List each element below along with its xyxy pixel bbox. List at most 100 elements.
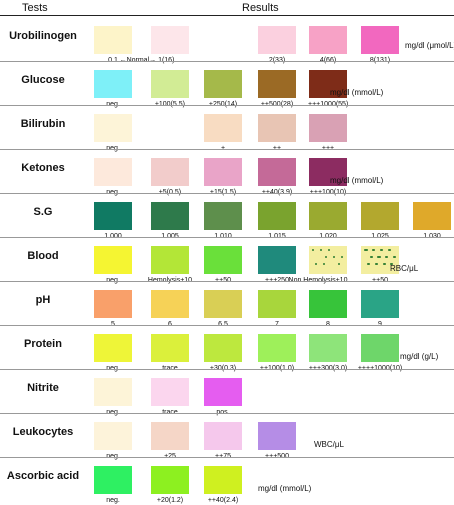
test-name: Leukocytes — [12, 426, 74, 438]
color-swatch — [94, 378, 132, 406]
hemolysis-dot — [328, 249, 330, 251]
row-separator — [0, 281, 454, 282]
result-label: +++ — [308, 144, 348, 153]
color-swatch — [309, 26, 347, 54]
row-separator — [0, 457, 454, 458]
row-separator — [0, 193, 454, 194]
test-name: S.G — [33, 206, 53, 218]
color-swatch — [204, 246, 242, 274]
color-swatch — [258, 290, 296, 318]
result-label: neg. — [93, 452, 133, 461]
color-swatch — [309, 246, 347, 274]
color-swatch — [204, 334, 242, 362]
color-swatch — [258, 26, 296, 54]
color-swatch — [94, 26, 132, 54]
color-swatch — [151, 378, 189, 406]
row-separator — [0, 105, 454, 106]
result-label: +++1000(55) — [308, 100, 348, 109]
test-name: Blood — [27, 250, 59, 262]
result-label: 2(33) — [257, 56, 297, 65]
color-swatch — [258, 158, 296, 186]
hemolysis-dot — [394, 256, 396, 258]
result-label: 8 — [308, 320, 348, 329]
result-label: +15(1.5) — [203, 188, 243, 197]
unit-label: WBC/μL — [314, 440, 344, 449]
result-label: +25 — [150, 452, 190, 461]
result-label: trace — [150, 408, 190, 417]
hemolysis-dot — [325, 256, 327, 258]
result-label: +20(1.2) — [156, 497, 184, 504]
color-swatch — [258, 334, 296, 362]
color-swatch — [309, 202, 347, 230]
color-swatch — [204, 70, 242, 98]
result-label: ++75 — [203, 452, 243, 461]
hemolysis-dot — [389, 249, 391, 251]
hemolysis-dot — [373, 249, 375, 251]
result-label: ++500(28) — [257, 100, 297, 109]
unit-label: mg/dl (g/L) — [400, 352, 439, 361]
result-label: 1.030 — [412, 232, 452, 241]
result-label: ←Normal→ 1(16) — [107, 56, 187, 65]
result-label: Non Hemolysis+10 — [283, 276, 353, 285]
result-label: neg. — [93, 144, 133, 153]
color-swatch — [361, 290, 399, 318]
color-swatch — [151, 466, 189, 494]
row-separator — [0, 237, 454, 238]
result-label: 1.005 — [150, 232, 190, 241]
hemolysis-dot — [323, 263, 325, 265]
result-label: ±5(0.5) — [150, 188, 190, 197]
color-swatch — [413, 202, 451, 230]
color-swatch — [151, 246, 189, 274]
result-label: 1.015 — [257, 232, 297, 241]
test-name: pH — [35, 294, 51, 306]
color-swatch — [94, 114, 132, 142]
color-swatch — [94, 466, 132, 494]
hemolysis-dot — [376, 263, 378, 265]
color-swatch — [258, 70, 296, 98]
color-swatch — [151, 202, 189, 230]
result-label: 7 — [257, 320, 297, 329]
color-swatch — [94, 158, 132, 186]
result-label: neg. — [93, 364, 133, 373]
hemolysis-dot — [391, 263, 393, 265]
color-swatch — [258, 202, 296, 230]
color-swatch — [151, 334, 189, 362]
result-label: ++++1000(10) — [352, 364, 408, 373]
result-label: +++250 — [257, 276, 297, 285]
result-label: +++500 — [257, 452, 297, 461]
color-swatch — [204, 114, 242, 142]
row-separator — [0, 61, 454, 62]
color-swatch — [94, 334, 132, 362]
result-label: 6.5 — [203, 320, 243, 329]
hemolysis-dot — [333, 256, 335, 258]
result-label: +++100(10) — [308, 188, 348, 197]
result-label: 4(66) — [308, 56, 348, 65]
hemolysis-dot — [384, 263, 386, 265]
result-label: 0.1 — [93, 56, 133, 65]
test-name: Ketones — [21, 162, 65, 174]
color-swatch — [204, 422, 242, 450]
color-swatch — [309, 114, 347, 142]
test-name: Bilirubin — [20, 118, 66, 130]
test-name: Glucose — [21, 74, 65, 86]
row-separator — [0, 149, 454, 150]
row-separator — [0, 369, 454, 370]
result-label: neg. — [93, 408, 133, 417]
color-swatch — [309, 290, 347, 318]
test-name: Urobilinogen — [9, 30, 77, 42]
color-swatch — [94, 290, 132, 318]
test-name: Ascorbic acid — [6, 470, 80, 482]
result-label: ++40(3.9) — [257, 188, 297, 197]
color-swatch — [309, 334, 347, 362]
unit-label: mg/dl (mmol/L) — [330, 176, 384, 185]
color-swatch — [94, 422, 132, 450]
result-label: 1.025 — [360, 232, 400, 241]
color-swatch — [204, 466, 242, 494]
result-label: + — [203, 144, 243, 153]
result-label: 6 — [150, 320, 190, 329]
hemolysis-dot — [386, 256, 388, 258]
result-label: pos. — [203, 408, 243, 417]
result-label: ±100(5.5) — [150, 100, 190, 109]
result-label: 9 — [360, 320, 400, 329]
result-label: 1.010 — [203, 232, 243, 241]
